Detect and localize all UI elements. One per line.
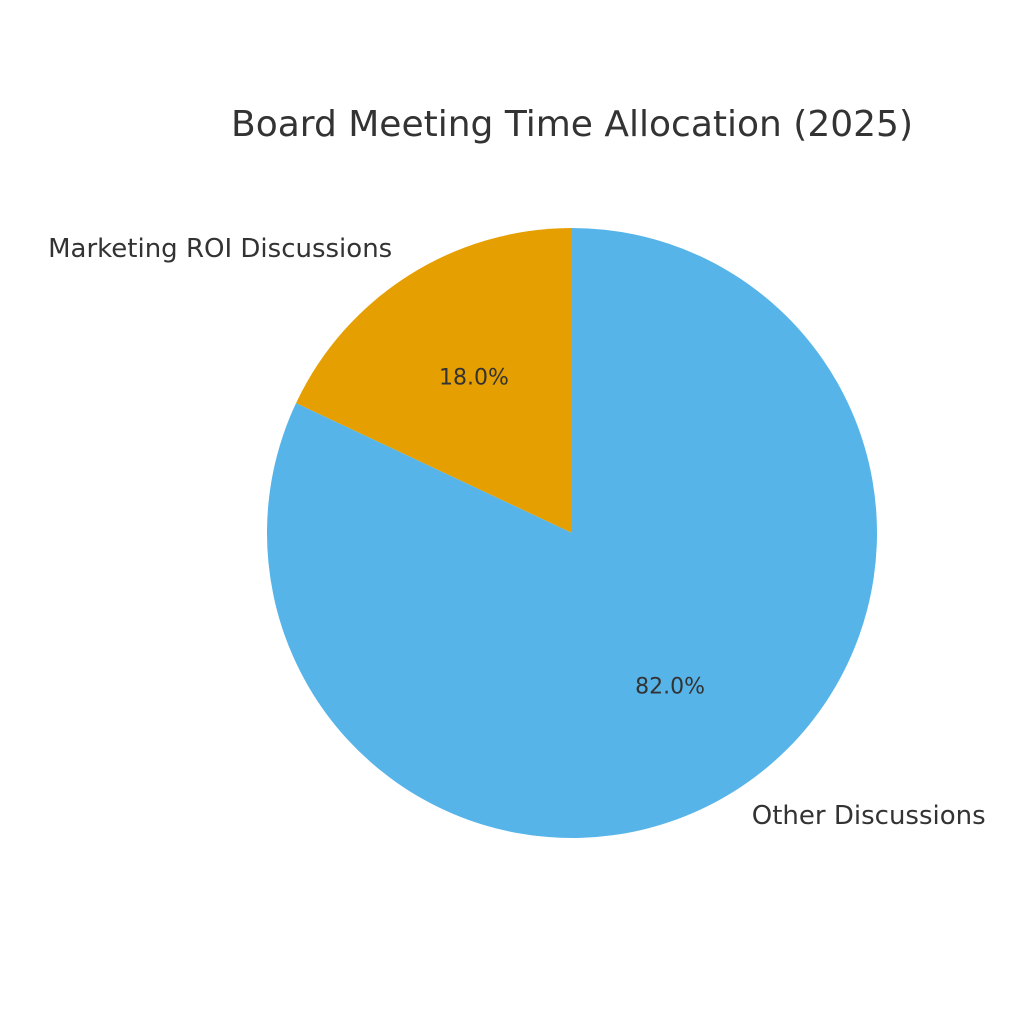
pie-slice xyxy=(296,228,572,533)
pie-slice xyxy=(267,228,877,838)
value-label: 82.0% xyxy=(635,675,705,700)
category-label: Other Discussions xyxy=(752,801,986,831)
category-label: Marketing ROI Discussions xyxy=(48,234,392,264)
value-label: 18.0% xyxy=(439,365,509,390)
chart-title: Board Meeting Time Allocation (2025) xyxy=(231,104,913,145)
